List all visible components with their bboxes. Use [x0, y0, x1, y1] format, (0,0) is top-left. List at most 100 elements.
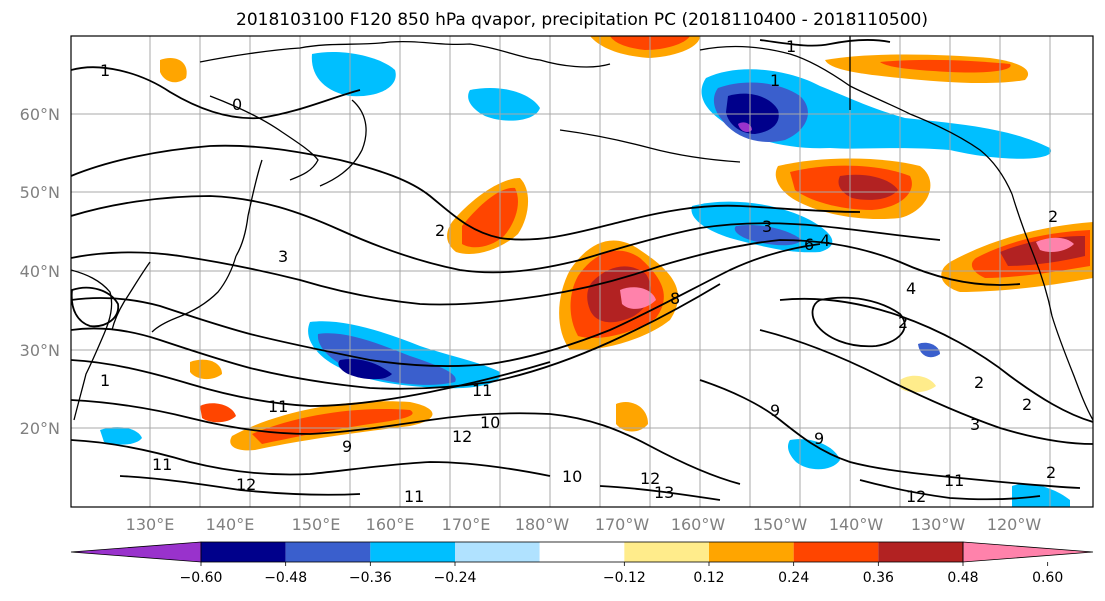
- contour-label: 9: [814, 429, 824, 448]
- colorbar-blocks: [70, 541, 1094, 563]
- colorbar-tick-label: 0.24: [778, 570, 809, 586]
- contour-label: 3: [970, 415, 980, 434]
- colorbar-tick-label: −0.48: [264, 570, 307, 586]
- colorbar-block: [539, 542, 625, 562]
- contour-label: 2: [1048, 207, 1058, 226]
- lon-label-130e: 130°E: [126, 515, 175, 534]
- shade-pos-w: [190, 359, 222, 380]
- shade-pos-nw: [160, 58, 187, 83]
- lon-label-130w: 130°W: [911, 515, 966, 534]
- contour-9: [71, 359, 551, 407]
- contour-se-12: [859, 479, 1041, 501]
- colorbar-block: [370, 542, 455, 562]
- lon-label-160w: 160°W: [671, 515, 726, 534]
- contour-3: [71, 195, 941, 274]
- lon-label-180w: 180°W: [515, 515, 570, 534]
- contour-1-ne: [759, 38, 891, 47]
- contour-closed-w: [71, 286, 119, 328]
- contour-6: [71, 243, 821, 367]
- colorbar-block: [624, 542, 709, 562]
- colorbar-ticks: −0.60 −0.48 −0.36 −0.24 −0.12 0.12 0.24 0.36 0.4…: [180, 562, 1063, 586]
- shade-pos-s-core: [252, 409, 413, 444]
- shade-neg-se: [788, 439, 840, 470]
- shade-pos-e: [616, 402, 648, 432]
- colorbar-block: [793, 542, 879, 562]
- colorbar-block: [709, 542, 794, 562]
- colorbar-tick-label: −0.60: [180, 570, 223, 586]
- contour-label: 11: [472, 381, 492, 400]
- contour-se-3: [759, 329, 1093, 445]
- colorbar-tick-label: −0.24: [434, 570, 477, 586]
- lon-label-150e: 150°E: [292, 515, 341, 534]
- colorbar-tick-label: 0.60: [1032, 570, 1063, 586]
- map-border: [70, 35, 1094, 508]
- shade-neg-bering: [311, 51, 396, 97]
- coastlines: [71, 36, 1093, 421]
- coast-okhotsk: [209, 95, 319, 181]
- map-panel: 1 1 1 0 2 2 3 3 4 4 6 8 2 2 2 3 9 9 9 10…: [70, 35, 1094, 508]
- coast-japan: [151, 255, 237, 333]
- lat-label-40n: 40°N: [20, 262, 60, 281]
- lon-axis-labels: 130°E 140°E 150°E 160°E 170°E 180°W 170°…: [126, 515, 1042, 534]
- contour-label: 3: [278, 247, 288, 266]
- contour-label: 2: [1046, 463, 1056, 482]
- lon-label-170e: 170°E: [442, 515, 491, 534]
- contour-label: 11: [152, 455, 172, 474]
- contour-label: 12: [906, 487, 926, 506]
- contour-label: 2: [435, 221, 445, 240]
- contour-label: 1: [100, 61, 110, 80]
- colorbar-extend-low: [70, 541, 202, 563]
- contour-label: 2: [974, 373, 984, 392]
- lon-label-170w: 170°W: [595, 515, 650, 534]
- lon-label-150w: 150°W: [753, 515, 808, 534]
- lat-label-20n: 20°N: [20, 419, 60, 438]
- shade-neg-jet-core: [317, 333, 456, 385]
- contour-label: 6: [804, 235, 814, 254]
- coast-alaska: [699, 45, 1013, 195]
- shade-pos-e-mid: [900, 375, 936, 393]
- graticule: [71, 36, 1093, 507]
- colorbar-block: [878, 542, 963, 562]
- plot-title: 2018103100 F120 850 hPa qvapor, precipit…: [236, 10, 928, 30]
- colorbar-block: [285, 542, 371, 562]
- colorbar-extend-high: [962, 541, 1094, 563]
- contour-label: 4: [906, 279, 916, 298]
- contour-label: 11: [404, 487, 424, 506]
- contour-label: 11: [944, 471, 964, 490]
- contour-label: 1: [770, 71, 780, 90]
- contour-label: 0: [232, 95, 242, 114]
- shade-pos-gulf-inner: [838, 174, 898, 200]
- colorbar-block: [455, 542, 540, 562]
- contour-label: 3: [762, 217, 772, 236]
- contour-label: 2: [898, 313, 908, 332]
- coast-siberia: [199, 40, 611, 68]
- shade-neg-jet-inner: [338, 358, 392, 380]
- contour-10: [71, 399, 741, 485]
- colorbar-tick-label: −0.36: [349, 570, 392, 586]
- contour-closed-e: [811, 296, 906, 348]
- contour-label: 8: [670, 289, 680, 308]
- colorbar: −0.60 −0.48 −0.36 −0.24 −0.12 0.12 0.24 0.36 0.4…: [70, 541, 1094, 586]
- contour-label: 12: [236, 475, 256, 494]
- shade-neg-alaska-peak: [738, 122, 752, 132]
- shade-neg-w-pac: [100, 427, 142, 445]
- contour-1-north: [71, 66, 361, 120]
- coast-aleutians: [559, 129, 741, 163]
- contour-label: 4: [820, 231, 830, 250]
- contour-labels: 1 1 1 0 2 2 3 3 4 4 6 8 2 2 2 3 9 9 9 10…: [100, 37, 1058, 506]
- shade-pos-ne-core: [880, 59, 1011, 73]
- contour-4: [71, 239, 1021, 306]
- contour-8: [71, 283, 721, 390]
- colorbar-tick-label: 0.48: [947, 570, 978, 586]
- coast-china: [71, 269, 113, 421]
- colorbar-tick-label: 0.36: [863, 570, 894, 586]
- contour-se-9: [699, 379, 1081, 489]
- contour-label: 11: [268, 397, 288, 416]
- lat-label-50n: 50°N: [20, 183, 60, 202]
- qvapor-contours: [71, 38, 1093, 501]
- colorbar-outline: [200, 541, 964, 563]
- contour-label: 13: [654, 483, 674, 502]
- shade-pos-sw: [200, 403, 236, 423]
- contour-12: [119, 475, 361, 496]
